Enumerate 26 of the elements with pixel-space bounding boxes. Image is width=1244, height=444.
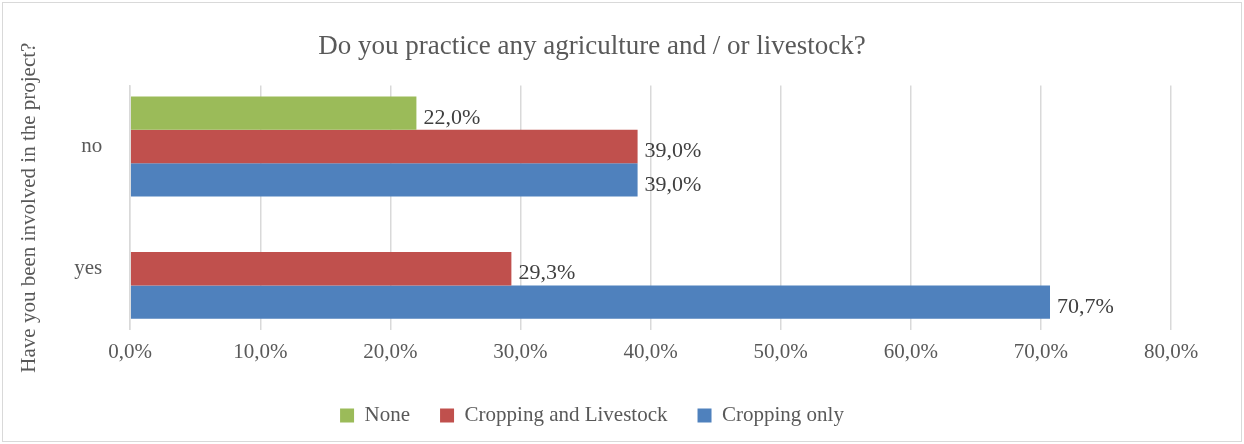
x-tick-label: 40,0%	[623, 338, 678, 363]
data-label: 70,7%	[1057, 292, 1114, 318]
x-tick-label: 50,0%	[753, 338, 808, 363]
bar	[130, 285, 1051, 319]
data-label: 39,0%	[644, 170, 702, 196]
data-label: 39,0%	[644, 137, 702, 163]
x-tick-label: 10,0%	[233, 338, 288, 363]
x-tick-label: 20,0%	[363, 338, 418, 363]
bar	[130, 129, 638, 164]
y-axis-title: Have you been involved in the project?	[16, 42, 41, 373]
x-tick-label: 80,0%	[1143, 338, 1199, 363]
bar	[130, 163, 638, 197]
data-label: 29,3%	[518, 259, 576, 285]
legend-label: Cropping and Livestock	[464, 402, 669, 427]
x-tick-label: 0,0%	[108, 338, 153, 363]
legend-label: None	[364, 402, 411, 427]
bar	[130, 96, 417, 130]
data-label: 22,0%	[423, 103, 481, 129]
x-tick-label: 60,0%	[883, 338, 938, 363]
legend-label: Cropping only	[722, 402, 845, 427]
x-tick-label: 30,0%	[493, 338, 548, 363]
y-tick-label: yes	[74, 255, 103, 280]
chart-title: Do you practice any agriculture and / or livestock?	[318, 30, 866, 61]
y-tick-label: no	[81, 133, 103, 158]
x-tick-label: 70,0%	[1013, 338, 1069, 363]
bar	[130, 252, 512, 286]
